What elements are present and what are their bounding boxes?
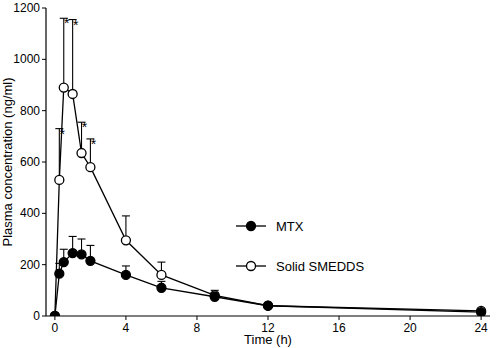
legend-label: Solid SMEDDS — [276, 259, 364, 274]
data-point — [59, 258, 68, 267]
x-tick — [196, 316, 197, 320]
legend-marker — [247, 222, 256, 231]
x-tick-label: 0 — [52, 321, 59, 335]
plot-area — [50, 18, 485, 316]
legend-item: MTX — [236, 219, 304, 234]
data-point — [210, 292, 219, 301]
data-point — [157, 283, 166, 292]
data-point — [264, 301, 273, 310]
annotation: * — [91, 136, 97, 152]
x-tick — [410, 316, 411, 320]
annotation: * — [60, 126, 66, 142]
y-tick-label: 1000 — [13, 52, 40, 66]
x-tick-label: 16 — [332, 321, 346, 335]
data-point — [68, 89, 77, 98]
y-tick — [42, 8, 46, 9]
data-point — [55, 175, 64, 184]
data-point — [77, 250, 86, 259]
y-tick-label: 600 — [20, 155, 40, 169]
series-line — [55, 253, 481, 316]
data-point — [50, 312, 59, 317]
data-point — [59, 83, 68, 92]
y-tick — [42, 316, 46, 317]
x-tick — [339, 316, 340, 320]
y-tick — [42, 110, 46, 111]
y-tick — [42, 59, 46, 60]
y-tick-label: 400 — [20, 206, 40, 220]
x-axis-label: Time (h) — [244, 332, 292, 347]
y-tick-label: 800 — [20, 104, 40, 118]
legend-marker — [247, 262, 256, 271]
data-point — [68, 249, 77, 258]
data-point — [86, 256, 95, 265]
data-point — [77, 149, 86, 158]
chart-root: 02004006008001000120004812162024Time (h)… — [0, 0, 500, 348]
y-tick — [42, 264, 46, 265]
y-tick-label: 0 — [33, 309, 40, 323]
x-tick — [54, 316, 55, 320]
y-tick-label: 200 — [20, 258, 40, 272]
data-point — [477, 308, 486, 316]
annotation: * — [82, 119, 88, 135]
chart: 02004006008001000120004812162024Time (h)… — [0, 0, 500, 348]
annotation: * — [64, 15, 70, 31]
x-tick-label: 24 — [474, 321, 488, 335]
x-tick — [268, 316, 269, 320]
data-point — [55, 269, 64, 278]
data-point — [121, 236, 130, 245]
data-point — [157, 270, 166, 279]
x-tick — [125, 316, 126, 320]
x-tick-label: 8 — [194, 321, 201, 335]
data-point — [121, 270, 130, 279]
legend-label: MTX — [276, 219, 304, 234]
x-tick — [481, 316, 482, 320]
y-tick-label: 1200 — [13, 1, 40, 15]
x-tick-label: 4 — [123, 321, 130, 335]
annotation: * — [73, 17, 79, 33]
data-point — [50, 312, 59, 317]
y-tick — [42, 213, 46, 214]
y-tick — [42, 162, 46, 163]
data-point — [264, 301, 273, 310]
series-line — [55, 88, 481, 316]
y-axis-label: Plasma concentration (ng/ml) — [0, 77, 15, 246]
x-tick-label: 20 — [403, 321, 417, 335]
data-point — [86, 163, 95, 172]
legend-item: Solid SMEDDS — [236, 259, 364, 274]
